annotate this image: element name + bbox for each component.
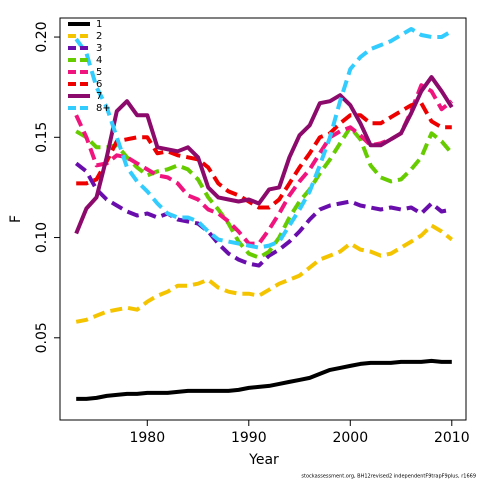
y-tick-label: 0.10 <box>34 222 50 253</box>
footnote: stockassessment.org, BH12revised2 indepe… <box>301 474 476 480</box>
series-line <box>76 358 452 401</box>
x-tick-label: 1980 <box>129 430 165 446</box>
x-tick-label: 1990 <box>231 430 267 446</box>
series-line <box>74 27 453 250</box>
x-tick-label: 2000 <box>332 430 368 446</box>
plot-frame <box>59 17 467 421</box>
series-line <box>74 75 454 235</box>
series-line <box>74 83 454 246</box>
legend-label: 4 <box>96 55 102 66</box>
y-tick-label: 0.15 <box>34 122 50 153</box>
y-tick-label: 0.20 <box>34 21 50 52</box>
series-line <box>75 125 454 260</box>
legend-label: 3 <box>96 43 102 54</box>
legend-label: 1 <box>96 19 102 30</box>
legend-label: 6 <box>96 79 102 90</box>
legend-label: 5 <box>96 67 102 78</box>
series-line <box>76 101 452 210</box>
legend-label: 2 <box>96 31 102 42</box>
legend-label: 8+ <box>96 103 111 114</box>
y-tick-label: 0.05 <box>34 322 50 353</box>
x-tick-label: 2010 <box>434 430 470 446</box>
series-line <box>75 223 454 324</box>
x-axis-label: Year <box>248 452 279 468</box>
legend-label: 7 <box>96 91 102 102</box>
y-axis-label: F <box>8 215 24 223</box>
series-line <box>74 161 453 268</box>
